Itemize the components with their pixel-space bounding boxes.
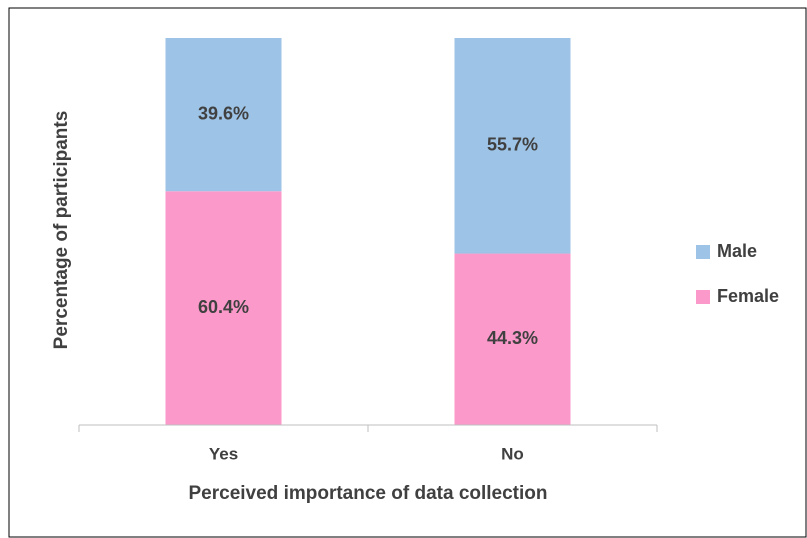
bar-segment [454, 38, 571, 254]
x-axis-label: Perceived importance of data collection [189, 483, 548, 504]
data-label: 44.3% [487, 328, 538, 348]
legend-swatch [696, 245, 710, 259]
x-tick-label: Yes [209, 444, 238, 463]
x-tick-label: No [501, 444, 524, 463]
bar-segment [165, 191, 282, 425]
y-axis-label: Percentage of participants [51, 111, 72, 350]
chart-frame [8, 7, 807, 538]
data-label: 39.6% [198, 103, 249, 123]
legend-swatch [696, 290, 710, 304]
legend-label: Female [717, 286, 779, 306]
bar-segment [165, 38, 282, 192]
data-label: 60.4% [198, 297, 249, 317]
data-label: 55.7% [487, 135, 538, 155]
bar-segment [454, 253, 571, 425]
legend-label: Male [717, 241, 757, 261]
